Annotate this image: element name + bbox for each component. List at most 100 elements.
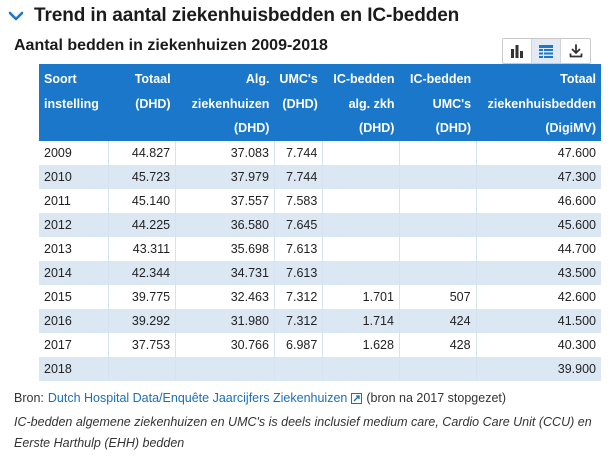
table-row: 2015 39.775 32.463 7.312 1.701 507 42.600	[39, 285, 601, 310]
table-row: 2011 45.140 37.557 7.583 46.600	[39, 189, 601, 214]
table-cell: 428	[399, 333, 477, 358]
table-cell: 43.500	[476, 261, 601, 286]
footnote: IC-bedden algemene ziekenhuizen en UMC's…	[14, 415, 592, 450]
table-cell	[322, 213, 400, 238]
bar-chart-icon	[511, 44, 523, 58]
table-cell-year: 2009	[39, 141, 110, 166]
table-cell-year: 2015	[39, 285, 110, 310]
section-title: Trend in aantal ziekenhuisbedden en IC-b…	[34, 5, 460, 26]
table-cell	[399, 165, 477, 190]
table-cell	[274, 357, 324, 382]
source-prefix: Bron:	[14, 391, 44, 405]
table-cell-year: 2018	[39, 357, 110, 382]
table-cell: 40.300	[476, 333, 601, 358]
beds-table: Soort instelling Totaal (DHD) Alg. ziekenhu…	[39, 64, 601, 382]
table-row: 2014 42.344 34.731 7.613 43.500	[39, 261, 601, 286]
table-row: 2016 39.292 31.980 7.312 1.714 424 41.500	[39, 309, 601, 334]
table-cell-year: 2011	[39, 189, 110, 214]
table-cell: 47.600	[476, 141, 601, 166]
table-cell: 39.775	[108, 285, 177, 310]
table-cell: 32.463	[175, 285, 275, 310]
external-link-icon[interactable]	[351, 392, 363, 404]
col-header-alg-ziekenhuizen: Alg. ziekenhuizen (DHD)	[175, 64, 275, 142]
table-cell	[322, 141, 400, 166]
col-header-totaal-digimv: Totaal ziekenhuisbedden (DigiMV)	[476, 64, 601, 142]
table-cell: 1.628	[322, 333, 400, 358]
table-cell: 30.766	[175, 333, 275, 358]
table-cell	[399, 261, 477, 286]
table-cell: 7.613	[274, 261, 324, 286]
table-cell: 1.701	[322, 285, 400, 310]
table-cell	[175, 357, 275, 382]
table-cell	[399, 141, 477, 166]
table-cell: 39.292	[108, 309, 177, 334]
table-cell: 7.583	[274, 189, 324, 214]
col-header-ic-umcs: IC-bedden UMC's (DHD)	[399, 64, 477, 142]
table-cell	[108, 357, 177, 382]
table-cell	[322, 189, 400, 214]
table-cell	[399, 357, 477, 382]
table-cell-year: 2012	[39, 213, 110, 238]
table-cell: 7.312	[274, 285, 324, 310]
table-icon	[539, 44, 553, 58]
table-cell: 45.723	[108, 165, 177, 190]
table-cell: 44.225	[108, 213, 177, 238]
table-cell: 35.698	[175, 237, 275, 262]
table-cell: 6.987	[274, 333, 324, 358]
table-cell: 7.744	[274, 165, 324, 190]
col-header-ic-alg-zkh: IC-bedden alg. zkh (DHD)	[322, 64, 400, 142]
table-cell	[322, 165, 400, 190]
source-link[interactable]: Dutch Hospital Data/Enquête Jaarcijfers …	[47, 391, 348, 405]
download-button[interactable]	[561, 39, 590, 63]
table-cell-year: 2013	[39, 237, 110, 262]
table-cell-year: 2014	[39, 261, 110, 286]
table-cell: 37.557	[175, 189, 275, 214]
table-cell: 37.979	[175, 165, 275, 190]
table-cell	[399, 213, 477, 238]
table-cell: 41.500	[476, 309, 601, 334]
section-header[interactable]: Trend in aantal ziekenhuisbedden en IC-b…	[8, 2, 459, 30]
table-cell: 424	[399, 309, 477, 334]
table-cell: 45.600	[476, 213, 601, 238]
table-cell	[322, 357, 400, 382]
chart-title: Aantal bedden in ziekenhuizen 2009-2018	[14, 37, 328, 54]
table-cell: 44.827	[108, 141, 177, 166]
source-suffix: (bron na 2017 stopgezet)	[366, 391, 507, 405]
table-cell: 47.300	[476, 165, 601, 190]
view-toolbar	[502, 38, 591, 64]
table-cell-year: 2010	[39, 165, 110, 190]
table-view-button[interactable]	[532, 39, 561, 63]
table-row: 2012 44.225 36.580 7.645 45.600	[39, 213, 601, 238]
table-header-row: Soort instelling Totaal (DHD) Alg. ziekenhu…	[39, 64, 601, 142]
chart-view-button[interactable]	[503, 39, 532, 63]
table-row: 2010 45.723 37.979 7.744 47.300	[39, 165, 601, 190]
table-cell: 45.140	[108, 189, 177, 214]
table-row: 2018 39.900	[39, 357, 601, 382]
table-cell	[322, 237, 400, 262]
table-cell: 39.900	[476, 357, 601, 382]
table-cell: 36.580	[175, 213, 275, 238]
col-header-soort-instelling: Soort instelling	[39, 64, 109, 142]
table-cell: 42.344	[108, 261, 177, 286]
table-cell: 7.312	[274, 309, 324, 334]
table-cell: 42.600	[476, 285, 601, 310]
table-cell: 507	[399, 285, 477, 310]
table-cell: 44.700	[476, 237, 601, 262]
table-cell: 7.613	[274, 237, 324, 262]
table-cell	[322, 261, 400, 286]
chevron-down-icon	[8, 11, 24, 21]
table-cell-year: 2017	[39, 333, 110, 358]
table-cell: 46.600	[476, 189, 601, 214]
table-row: 2017 37.753 30.766 6.987 1.628 428 40.300	[39, 333, 601, 358]
col-header-umcs: UMC's (DHD)	[274, 64, 323, 142]
table-cell: 37.753	[108, 333, 177, 358]
table-cell: 31.980	[175, 309, 275, 334]
table-cell: 37.083	[175, 141, 275, 166]
table-row: 2009 44.827 37.083 7.744 47.600	[39, 141, 601, 166]
table-cell: 43.311	[108, 237, 177, 262]
table-cell: 1.714	[322, 309, 400, 334]
table-cell: 34.731	[175, 261, 275, 286]
table-row: 2013 43.311 35.698 7.613 44.700	[39, 237, 601, 262]
table-cell	[399, 189, 477, 214]
download-icon	[569, 44, 582, 58]
